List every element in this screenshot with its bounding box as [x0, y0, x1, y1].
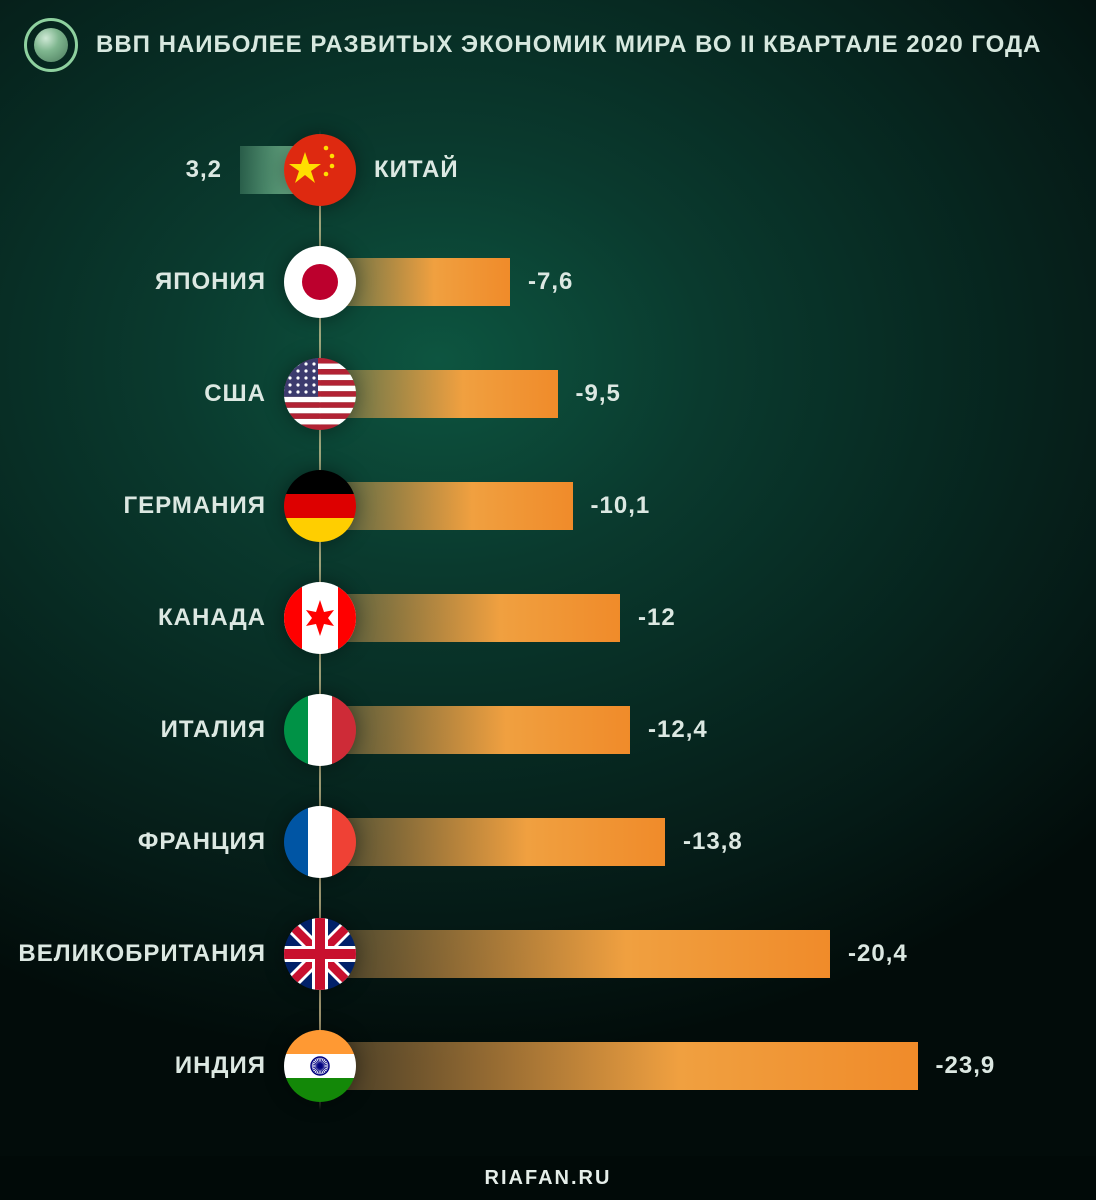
logo-icon	[24, 18, 78, 72]
india-flag-icon	[284, 1030, 356, 1102]
chart-row: КИТАЙ 3,2	[0, 130, 1096, 210]
france-flag-icon	[284, 806, 356, 878]
footer-source: RIAFAN.RU	[0, 1156, 1096, 1200]
usa-flag-icon	[284, 358, 356, 430]
country-label: ЯПОНИЯ	[155, 268, 266, 296]
chart-row: ИТАЛИЯ -12,4	[0, 690, 1096, 770]
value-label: -23,9	[936, 1052, 996, 1080]
italy-flag-icon	[284, 694, 356, 766]
value-label: 3,2	[186, 156, 222, 184]
value-label: -7,6	[528, 268, 573, 296]
bar	[320, 930, 830, 978]
value-label: -12	[638, 604, 676, 632]
country-label: КИТАЙ	[374, 156, 459, 184]
chart-row: ВЕЛИКОБРИТАНИЯ -20,4	[0, 914, 1096, 994]
value-label: -20,4	[848, 940, 908, 968]
bar	[320, 706, 630, 754]
uk-flag-icon	[284, 918, 356, 990]
bar	[320, 482, 573, 530]
page-title: ВВП НАИБОЛЕЕ РАЗВИТЫХ ЭКОНОМИК МИРА ВО I…	[96, 31, 1041, 59]
germany-flag-icon	[284, 470, 356, 542]
chart-row: ЯПОНИЯ -7,6	[0, 242, 1096, 322]
chart-row: США -9,5	[0, 354, 1096, 434]
value-label: -13,8	[683, 828, 743, 856]
gdp-bar-chart: КИТАЙ3,2ЯПОНИЯ-7,6 США-9,5ГЕРМАНИЯ-10,1 …	[0, 120, 1096, 1140]
value-label: -9,5	[576, 380, 621, 408]
header: ВВП НАИБОЛЕЕ РАЗВИТЫХ ЭКОНОМИК МИРА ВО I…	[0, 0, 1096, 72]
chart-row: КАНАДА -12	[0, 578, 1096, 658]
country-label: КАНАДА	[158, 604, 266, 632]
bar	[320, 818, 665, 866]
country-label: ГЕРМАНИЯ	[124, 492, 266, 520]
china-flag-icon	[284, 134, 356, 206]
japan-flag-icon	[284, 246, 356, 318]
country-label: ИНДИЯ	[175, 1052, 266, 1080]
chart-row: ГЕРМАНИЯ -10,1	[0, 466, 1096, 546]
country-label: ФРАНЦИЯ	[138, 828, 266, 856]
country-label: ИТАЛИЯ	[161, 716, 266, 744]
canada-flag-icon	[284, 582, 356, 654]
bar	[320, 1042, 918, 1090]
value-label: -12,4	[648, 716, 708, 744]
country-label: ВЕЛИКОБРИТАНИЯ	[18, 940, 266, 968]
value-label: -10,1	[591, 492, 651, 520]
chart-row: ИНДИЯ -23,9	[0, 1026, 1096, 1106]
country-label: США	[204, 380, 266, 408]
chart-row: ФРАНЦИЯ -13,8	[0, 802, 1096, 882]
bar	[320, 594, 620, 642]
